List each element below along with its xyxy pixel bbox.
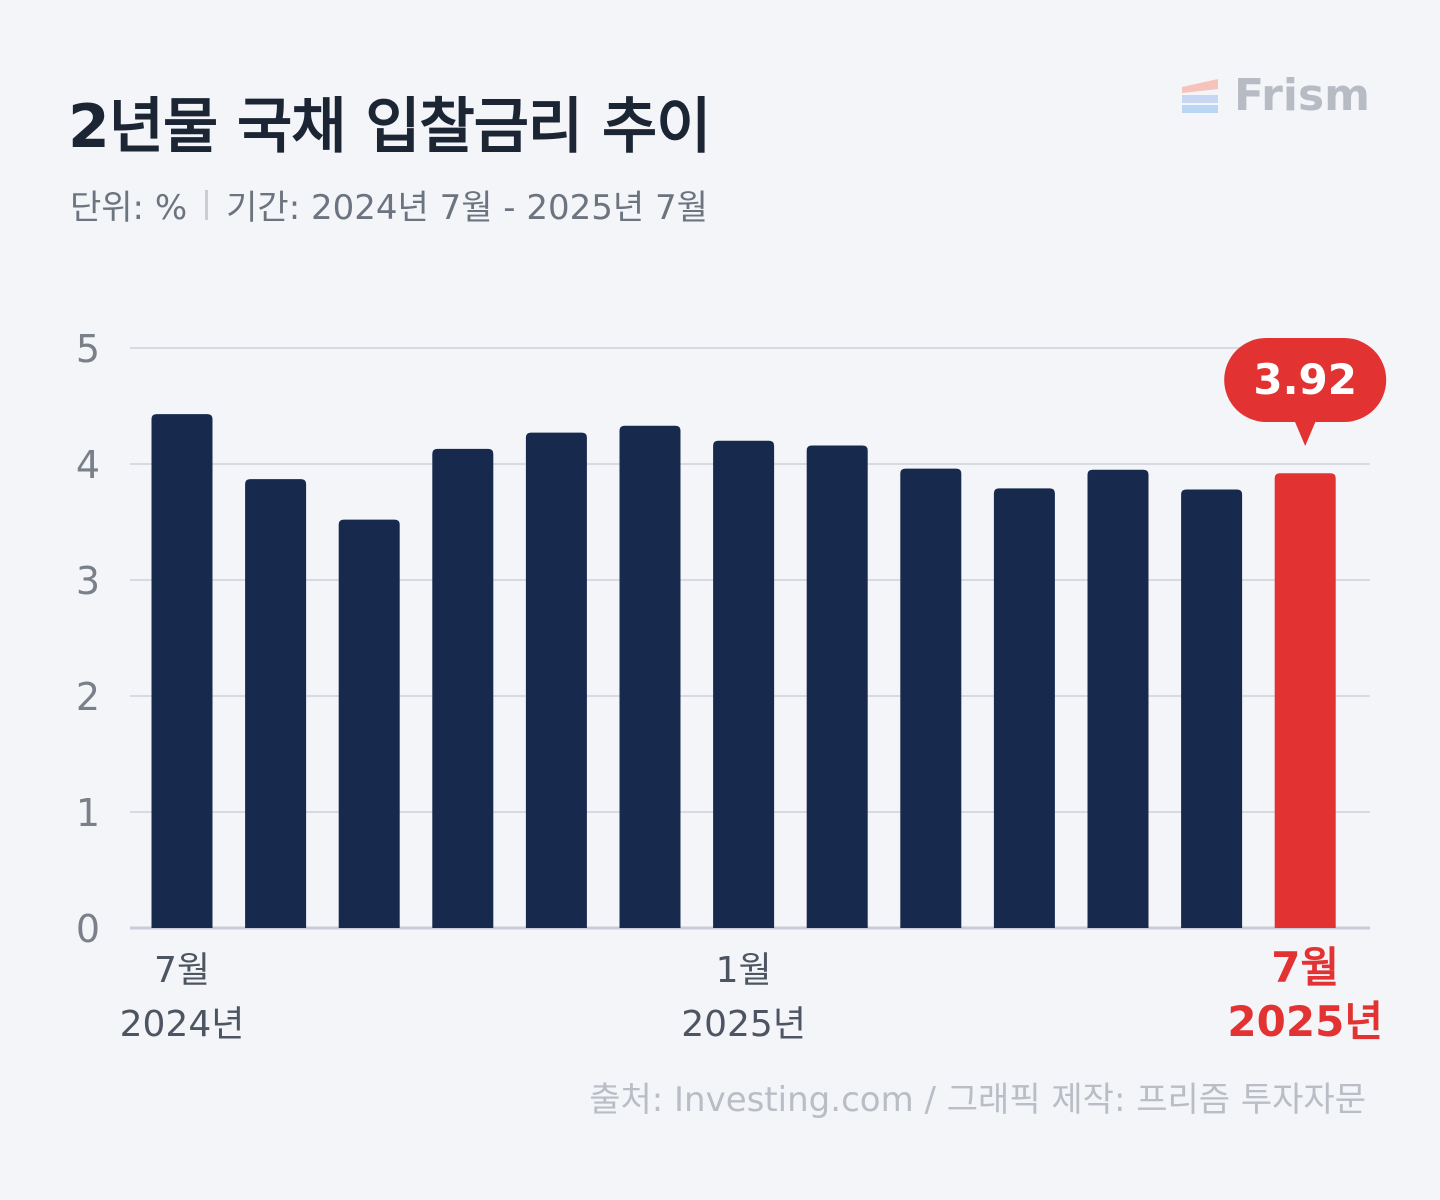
callout-pointer — [1294, 420, 1317, 446]
frism-stripes-icon — [1181, 78, 1218, 113]
callout-value-label: 3.92 — [1253, 355, 1357, 404]
y-tick-label: 4 — [76, 443, 100, 487]
unit-label: 단위: % — [70, 188, 188, 228]
source-note: 출처: Investing.com / 그래픽 제작: 프리즘 투자자문 — [589, 1080, 1366, 1120]
brand-logo: Frism — [1180, 70, 1370, 121]
callout-bubble — [1224, 338, 1387, 422]
chart-subtitle: 단위: % 기간: 2024년 7월 - 2025년 7월 — [70, 180, 708, 229]
bar — [713, 440, 775, 928]
bar — [806, 445, 868, 928]
bar — [245, 479, 307, 928]
bar — [993, 488, 1055, 928]
y-tick-label: 3 — [76, 559, 100, 603]
bar — [1087, 469, 1149, 928]
bar — [151, 414, 213, 928]
y-axis-ticks: 0 1 2 3 4 5 — [76, 327, 100, 951]
period-label: 기간: 2024년 7월 - 2025년 7월 — [226, 188, 708, 228]
y-tick-label: 2 — [76, 675, 100, 719]
x-tick-year: 2024년 — [120, 1004, 245, 1045]
bars — [151, 414, 1336, 928]
bar — [900, 468, 962, 928]
bar-highlight — [1274, 473, 1336, 928]
subtitle-divider — [205, 189, 209, 220]
chart-title: 2년물 국채 입찰금리 추이 — [68, 92, 711, 162]
x-tick-year: 2025년 — [681, 1004, 806, 1045]
x-axis-ticks: 7월 2024년 1월 2025년 7월 2025년 — [120, 943, 1383, 1046]
x-tick-month: 1월 — [716, 950, 772, 991]
brand-name: Frism — [1233, 70, 1370, 121]
bar — [525, 432, 587, 928]
y-tick-label: 5 — [76, 327, 100, 371]
highlight-callout: 3.92 — [1224, 338, 1387, 446]
x-tick-month: 7월 — [1271, 943, 1339, 992]
x-tick-month: 7월 — [154, 950, 210, 991]
bar — [338, 519, 400, 928]
x-tick-year: 2025년 — [1227, 997, 1383, 1046]
bar — [1181, 489, 1243, 928]
bar — [432, 448, 494, 928]
y-tick-label: 0 — [76, 907, 100, 951]
y-tick-label: 1 — [76, 791, 100, 835]
bar — [619, 425, 681, 928]
